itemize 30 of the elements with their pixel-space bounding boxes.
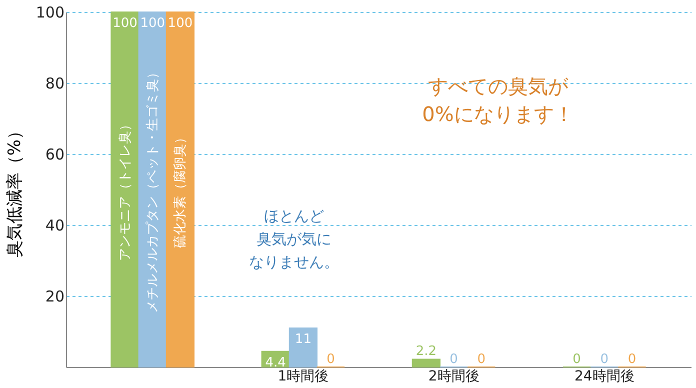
data-label: 100 xyxy=(112,16,138,31)
data-label: 0 xyxy=(600,352,609,367)
y-tick-label: 80 xyxy=(45,74,64,92)
data-label: 0 xyxy=(477,352,486,367)
data-label: 100 xyxy=(140,16,166,31)
x-tick-label: 1時間後 xyxy=(278,368,329,384)
bar xyxy=(110,12,140,368)
y-tick-label: 40 xyxy=(45,216,64,234)
bar xyxy=(288,327,318,368)
data-label: 2.2 xyxy=(416,344,437,360)
data-label: 4.4 xyxy=(265,355,286,370)
series-label: 硫化水素（腐卵臭） xyxy=(173,131,188,248)
data-label: 0 xyxy=(572,352,581,367)
annotation: ほとんど臭気が気になりません。 xyxy=(249,207,339,271)
bar xyxy=(166,12,195,368)
data-label: 100 xyxy=(168,16,193,31)
x-tick-label: 2時間後 xyxy=(428,368,480,384)
series-label: メチルメルカプタン（ペット・生ゴミ臭） xyxy=(146,66,161,313)
bar xyxy=(412,358,440,368)
y-tick-label: 100 xyxy=(36,4,64,22)
data-label: 0 xyxy=(326,352,335,367)
data-label: 11 xyxy=(294,332,312,347)
data-label: 0 xyxy=(450,352,458,367)
data-label: 0 xyxy=(628,352,636,367)
y-tick-label: 60 xyxy=(45,146,64,164)
y-tick-label: 20 xyxy=(45,288,64,306)
x-tick-label: 24時間後 xyxy=(574,368,634,384)
y-axis-title: 臭気低減率（%） xyxy=(4,122,25,258)
series-label: アンモニア（トイレ臭） xyxy=(118,118,133,261)
annotation: すべての臭気が0%になります！ xyxy=(422,74,574,126)
